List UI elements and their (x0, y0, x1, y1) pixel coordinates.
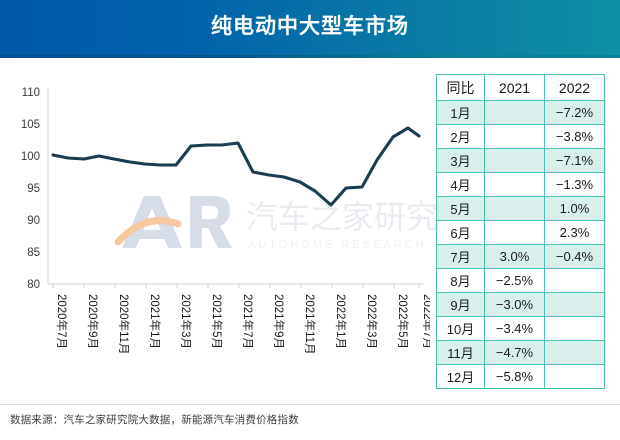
y2022-cell: 2.3% (544, 220, 605, 245)
table-row: 3月 −7.1% (436, 148, 605, 173)
table-row: 5月 1.0% (436, 196, 605, 221)
x-tick-2: 2020年11月 (117, 294, 131, 355)
x-tick-1: 2020年9月 (86, 294, 100, 349)
comparison-table-wrapper: 同比 2021 2022 1月 −7.2% 2月 −3.8% 3月 −7.1% 4月 −1.3… (436, 74, 605, 389)
table-header-row: 同比 2021 2022 (436, 74, 605, 101)
y-tick-105: 105 (21, 119, 40, 131)
y2021-cell: 3.0% (484, 244, 545, 269)
x-tick-11: 2022年5月 (396, 294, 410, 349)
col-header-2021: 2021 (484, 74, 545, 101)
x-tick-12: 2022年7月 (421, 294, 430, 349)
footer-divider (0, 404, 620, 405)
y-tick-110: 110 (22, 87, 40, 99)
month-cell: 6月 (436, 220, 485, 245)
page-title: 纯电动中大型车市场 (211, 15, 409, 38)
table-body: 1月 −7.2% 2月 −3.8% 3月 −7.1% 4月 −1.3% 5月 1.0% 6月 2.3%… (436, 100, 605, 389)
y2022-cell (544, 268, 605, 293)
table-row: 2月 −3.8% (436, 124, 605, 149)
y2021-cell: −3.0% (484, 292, 545, 317)
month-cell: 7月 (436, 244, 485, 269)
series-line (51, 126, 421, 207)
y2022-cell: −1.3% (544, 172, 605, 197)
header-bar: 纯电动中大型车市场 (0, 0, 620, 55)
y2021-cell (484, 100, 545, 125)
y2022-cell: −3.8% (544, 124, 605, 149)
y2021-cell: −2.5% (484, 268, 545, 293)
header-underline (0, 55, 620, 58)
table-row: 6月 2.3% (436, 220, 605, 245)
y2021-cell: −4.7% (484, 340, 545, 365)
y2022-cell (544, 292, 605, 317)
y2021-cell (484, 220, 545, 245)
table-row: 10月 −3.4% (436, 316, 605, 341)
col-header-month: 同比 (436, 74, 485, 101)
x-tick-7: 2021年9月 (272, 294, 286, 349)
y2021-cell (484, 172, 545, 197)
y-tick-80: 80 (27, 279, 40, 291)
table-row: 12月 −5.8% (436, 364, 605, 389)
x-tick-labels: 2020年7月 2020年9月 2020年11月 2021年1月 2021年3月… (55, 294, 430, 355)
month-cell: 1月 (436, 100, 485, 125)
line-chart: 110 105 100 95 90 85 80 2 (0, 62, 430, 407)
y2022-cell: −0.4% (544, 244, 605, 269)
y2021-cell: −3.4% (484, 316, 545, 341)
y2022-cell: −7.2% (544, 100, 605, 125)
month-cell: 5月 (436, 196, 485, 221)
source-note: 数据来源：汽车之家研究院大数据，新能源汽车消费价格指数 (10, 414, 299, 426)
chart-svg: 110 105 100 95 90 85 80 2 (21, 87, 430, 355)
x-tick-8: 2021年11月 (303, 294, 317, 355)
table-row: 9月 −3.0% (436, 292, 605, 317)
y2021-cell (484, 196, 545, 221)
y2021-cell: −5.8% (484, 364, 545, 389)
y2022-cell (544, 364, 605, 389)
month-cell: 3月 (436, 148, 485, 173)
x-tick-0: 2020年7月 (55, 294, 69, 349)
col-header-2022: 2022 (544, 74, 605, 101)
y2022-cell (544, 316, 605, 341)
y-tick-100: 100 (21, 151, 40, 163)
month-cell: 9月 (436, 292, 485, 317)
y-tick-90: 90 (27, 215, 40, 227)
month-cell: 4月 (436, 172, 485, 197)
y2022-cell: −7.1% (544, 148, 605, 173)
y-tick-85: 85 (27, 247, 40, 259)
x-tick-5: 2021年5月 (210, 294, 224, 349)
table-row: 7月 3.0% −0.4% (436, 244, 605, 269)
table-row: 11月 −4.7% (436, 340, 605, 365)
y2022-cell (544, 340, 605, 365)
x-tick-4: 2021年3月 (179, 294, 193, 349)
x-tick-3: 2021年1月 (148, 294, 162, 349)
y-tick-95: 95 (27, 183, 40, 195)
month-cell: 12月 (436, 364, 485, 389)
y2021-cell (484, 124, 545, 149)
y2021-cell (484, 148, 545, 173)
x-tick-9: 2022年1月 (334, 294, 348, 349)
month-cell: 2月 (436, 124, 485, 149)
month-cell: 8月 (436, 268, 485, 293)
x-tick-10: 2022年3月 (365, 294, 379, 349)
table-row: 1月 −7.2% (436, 100, 605, 125)
x-axis-ticks (52, 284, 420, 288)
x-tick-6: 2021年7月 (241, 294, 255, 349)
month-cell: 11月 (436, 340, 485, 365)
y2022-cell: 1.0% (544, 196, 605, 221)
month-cell: 10月 (436, 316, 485, 341)
comparison-table: 同比 2021 2022 1月 −7.2% 2月 −3.8% 3月 −7.1% 4月 −1.3… (436, 74, 605, 389)
table-row: 8月 −2.5% (436, 268, 605, 293)
table-row: 4月 −1.3% (436, 172, 605, 197)
